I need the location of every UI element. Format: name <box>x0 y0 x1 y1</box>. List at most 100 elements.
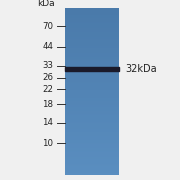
Bar <box>65 37 119 39</box>
Text: 22: 22 <box>42 85 53 94</box>
Bar <box>65 69 119 71</box>
Bar <box>65 89 119 90</box>
Bar <box>65 148 119 150</box>
Bar <box>65 75 119 76</box>
Bar <box>65 61 119 62</box>
Bar <box>65 126 119 127</box>
Bar <box>65 163 119 165</box>
Bar <box>65 132 119 133</box>
Bar <box>65 12 119 14</box>
Bar <box>65 93 119 94</box>
Bar <box>65 87 119 89</box>
Bar <box>65 33 119 34</box>
Bar <box>65 82 119 83</box>
Bar <box>65 109 119 111</box>
Bar <box>65 105 119 107</box>
Bar <box>65 72 119 73</box>
Bar <box>65 22 119 23</box>
Bar <box>65 116 119 118</box>
Bar <box>65 40 119 41</box>
Bar <box>65 39 119 40</box>
Bar <box>65 73 119 75</box>
Bar <box>65 173 119 175</box>
Text: 33: 33 <box>42 61 53 70</box>
Bar <box>65 8 119 10</box>
Bar <box>65 59 119 61</box>
Bar <box>65 18 119 19</box>
Bar <box>65 90 119 91</box>
Bar <box>65 68 119 69</box>
Bar <box>65 96 119 97</box>
Bar <box>65 71 119 72</box>
Bar <box>65 145 119 147</box>
Bar <box>65 46 119 47</box>
Bar <box>65 98 119 100</box>
Text: kDa: kDa <box>37 0 55 8</box>
Bar <box>65 65 119 66</box>
Bar <box>65 41 119 43</box>
Bar <box>65 115 119 116</box>
Bar <box>65 139 119 140</box>
Bar <box>65 147 119 148</box>
Text: 70: 70 <box>42 22 53 31</box>
Bar <box>65 137 119 139</box>
Bar <box>65 165 119 166</box>
Bar <box>65 47 119 48</box>
Bar <box>65 162 119 163</box>
Bar <box>65 120 119 122</box>
Bar <box>65 25 119 26</box>
Bar <box>65 154 119 155</box>
Bar <box>65 84 119 86</box>
Bar <box>65 55 119 57</box>
Bar <box>65 54 119 55</box>
Bar <box>65 123 119 125</box>
Bar <box>65 94 119 96</box>
Bar <box>65 122 119 123</box>
Bar <box>65 118 119 119</box>
Bar <box>65 125 119 126</box>
Bar <box>65 16 119 18</box>
Bar <box>65 79 119 80</box>
Bar <box>65 169 119 170</box>
Bar <box>65 48 119 50</box>
Bar <box>65 43 119 44</box>
Bar <box>65 170 119 172</box>
Bar <box>65 108 119 109</box>
Bar <box>65 150 119 151</box>
Bar <box>65 10 119 11</box>
Bar <box>65 133 119 134</box>
Bar <box>65 159 119 161</box>
Bar <box>65 136 119 137</box>
Bar <box>65 15 119 16</box>
Bar <box>65 104 119 105</box>
Text: 26: 26 <box>42 73 53 82</box>
Bar <box>65 66 119 68</box>
Bar <box>65 77 119 79</box>
Text: 44: 44 <box>42 42 53 51</box>
Bar <box>65 130 119 132</box>
Bar <box>65 102 119 104</box>
Bar <box>65 83 119 84</box>
Text: 14: 14 <box>42 118 53 127</box>
Bar <box>65 158 119 159</box>
Text: 18: 18 <box>42 100 53 109</box>
Bar <box>65 21 119 22</box>
Bar <box>65 151 119 152</box>
Bar <box>65 67 119 71</box>
Bar <box>65 62 119 64</box>
Text: 32kDa: 32kDa <box>125 64 157 74</box>
Bar <box>65 129 119 130</box>
Bar <box>65 23 119 25</box>
Bar <box>65 64 119 65</box>
Bar <box>65 143 119 144</box>
Bar <box>65 57 119 58</box>
Bar <box>65 32 119 33</box>
Text: 10: 10 <box>42 139 53 148</box>
Bar <box>65 26 119 28</box>
Bar <box>65 166 119 168</box>
Bar <box>65 161 119 162</box>
Bar <box>65 58 119 59</box>
Bar <box>65 30 119 32</box>
Bar <box>65 144 119 145</box>
Bar <box>65 112 119 114</box>
